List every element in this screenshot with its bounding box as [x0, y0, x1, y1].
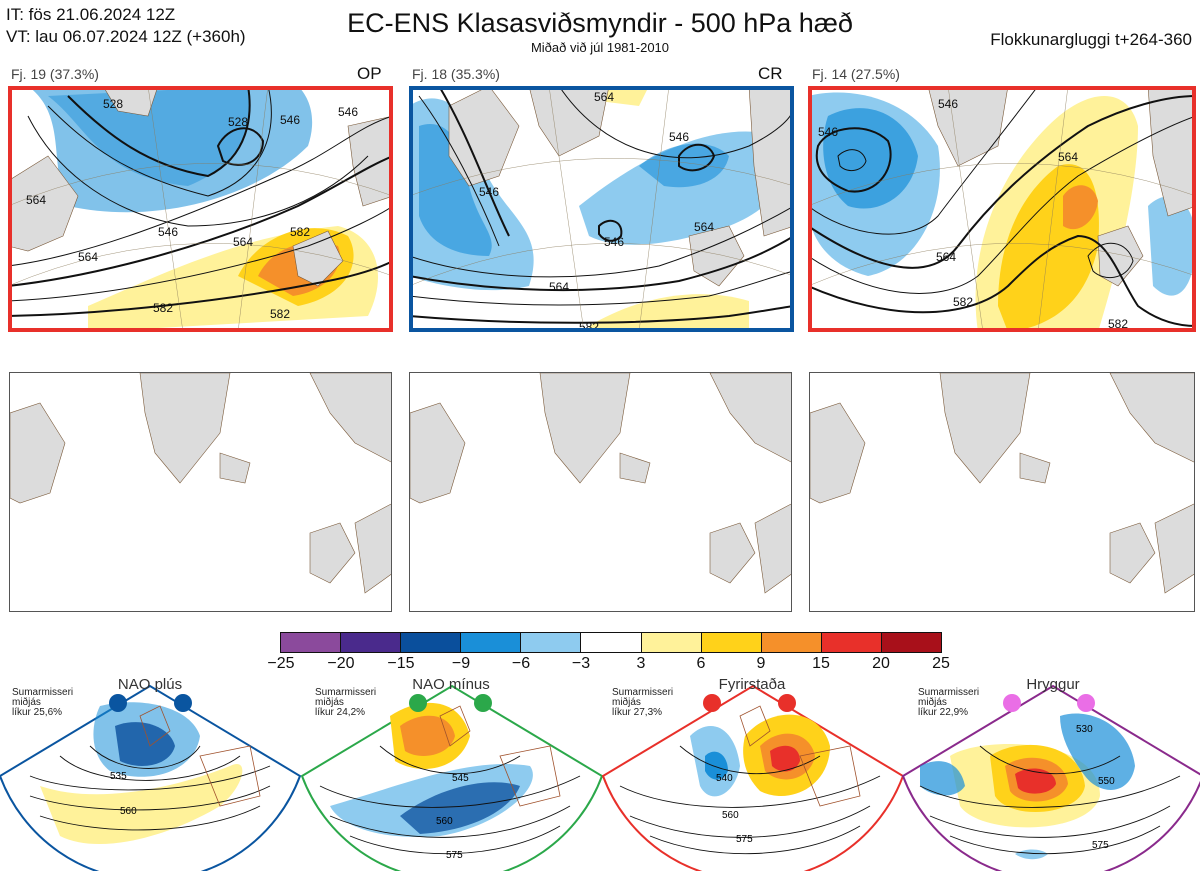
colorbar-swatch	[401, 633, 462, 652]
cluster-3-contour-label: 582	[953, 295, 973, 309]
regime-2-map: 545 560 575	[300, 684, 604, 876]
regime-1-dot	[109, 694, 127, 712]
cluster-1-contour-label: 546	[338, 105, 358, 119]
regime-4-info: Sumarmisseri miðjás líkur 22,9%	[918, 687, 980, 718]
cluster-2-contour-label: 546	[669, 130, 689, 144]
cluster-1-contour-label: 564	[233, 235, 253, 249]
header-info: IT: fös 21.06.2024 12Z VT: lau 06.07.202…	[6, 4, 246, 48]
regime-2-dot	[474, 694, 492, 712]
empty-map-2	[409, 372, 792, 612]
colorbar	[280, 632, 942, 653]
cluster-3-contour-label: 546	[818, 125, 838, 139]
cluster-2-tag: CR	[758, 64, 783, 83]
colorbar-tick-label: 9	[756, 655, 766, 672]
colorbar-tick-label: 25	[932, 655, 950, 672]
colorbar-tick-label: −15	[387, 655, 415, 672]
colorbar-swatch	[881, 633, 942, 652]
regime-3-contour-label: 560	[722, 810, 739, 821]
regime-2-dot	[409, 694, 427, 712]
colorbar-tick-label: −20	[327, 655, 355, 672]
colorbar-tick-label: 3	[636, 655, 646, 672]
colorbar-swatch	[821, 633, 882, 652]
cluster-2-label: Fj. 18 (35.3%)	[412, 66, 500, 82]
colorbar-tick-label: −3	[571, 655, 591, 672]
colorbar-swatch	[341, 633, 402, 652]
colorbar-swatch	[701, 633, 762, 652]
regime-3-name: Fyrirstaða	[718, 676, 786, 693]
valid-time: VT: lau 06.07.2024 12Z (+360h)	[6, 27, 246, 46]
empty-map-1	[9, 372, 392, 612]
colorbar-tick-label: −25	[267, 655, 295, 672]
colorbar-tick-label: −9	[451, 655, 471, 672]
cluster-2-contour-label: 564	[594, 90, 614, 104]
regime-4-contour-label: 550	[1098, 776, 1115, 787]
cluster-2-contour-label: 546	[604, 235, 624, 249]
regime-2-info: Sumarmisseri miðjás líkur 24,2%	[315, 687, 377, 718]
cluster-1-contour-label: 564	[78, 250, 98, 264]
colorbar-swatch	[581, 633, 642, 652]
cluster-2-contour-label: 564	[694, 220, 714, 234]
cluster-2-contour-label: 546	[479, 185, 499, 199]
regime-3-map: 540 560 575	[601, 684, 905, 876]
cluster-1-contour-label: 564	[26, 193, 46, 207]
cluster-2-contour-label: 564	[549, 280, 569, 294]
cluster-2-map: 564 546 546 546 564 564 582	[409, 86, 794, 332]
colorbar-swatch	[521, 633, 582, 652]
cluster-1-contour-label: 528	[103, 97, 123, 111]
cluster-3-contour-label: 564	[936, 250, 956, 264]
regime-3-dot	[778, 694, 796, 712]
regime-4-name: Hryggur	[1026, 676, 1080, 693]
cluster-1-contour-label: 546	[158, 225, 178, 239]
regime-4-contour-label: 530	[1076, 724, 1093, 735]
colorbar-tick-label: 20	[872, 655, 890, 672]
cluster-3-contour-label: 546	[938, 97, 958, 111]
colorbar-tick-label: 6	[696, 655, 706, 672]
cluster-1-map: 564 546 528 528 546 564 546 564 582 582 …	[8, 86, 393, 332]
cluster-1-contour-label: 528	[228, 115, 248, 129]
cluster-1-contour-label: 546	[280, 113, 300, 127]
regime-3-contour-label: 540	[716, 773, 733, 784]
colorbar-swatch	[461, 633, 522, 652]
regime-4-dot	[1077, 694, 1095, 712]
regime-4-dot	[1003, 694, 1021, 712]
regime-1-contour-label: 535	[110, 771, 127, 782]
regime-3-info: Sumarmisseri miðjás líkur 27,3%	[612, 687, 674, 718]
page-subtitle: Miðað við júl 1981-2010	[530, 40, 670, 55]
regime-3-dot	[703, 694, 721, 712]
colorbar-swatch	[281, 633, 342, 652]
regime-row: 535 560 545 560 575	[0, 676, 1200, 876]
regime-1-map: 535 560	[0, 684, 302, 876]
colorbar-swatch	[641, 633, 702, 652]
regime-1-name: NAO plús	[117, 676, 183, 693]
colorbar-tick-label: −6	[511, 655, 531, 672]
regime-3-contour-label: 575	[736, 834, 753, 845]
cluster-1-frame	[8, 86, 393, 332]
cluster-1-contour-label: 582	[153, 301, 173, 315]
regime-2-contour-label: 575	[446, 850, 463, 861]
cluster-1-contour-label: 582	[290, 225, 310, 239]
cluster-3-label: Fj. 14 (27.5%)	[812, 66, 900, 82]
regime-4-map: 530 550 575	[901, 684, 1200, 876]
page-title: EC-ENS Klasasviðsmyndir - 500 hPa hæð	[347, 8, 853, 38]
regime-2-name: NAO mínus	[412, 676, 490, 693]
empty-map-3	[809, 372, 1195, 612]
cluster-3-contour-label: 564	[1058, 150, 1078, 164]
regime-1-contour-label: 560	[120, 806, 137, 817]
cluster-3-map: 546 546 564 564 582 582	[808, 86, 1196, 332]
colorbar-swatch	[761, 633, 822, 652]
regime-1-dot	[174, 694, 192, 712]
regime-2-contour-label: 545	[452, 773, 469, 784]
cluster-1-label: Fj. 19 (37.3%)	[11, 66, 99, 82]
regime-2-contour-label: 560	[436, 816, 453, 827]
cluster-1-tag: OP	[357, 64, 382, 83]
cluster-3-contour-label: 582	[1108, 317, 1128, 331]
init-time: IT: fös 21.06.2024 12Z	[6, 5, 176, 24]
cluster-3-frame	[808, 86, 1196, 332]
cluster-1-contour-label: 582	[270, 307, 290, 321]
cluster-2-frame	[409, 86, 794, 332]
window-label: Flokkunargluggi t+264-360	[990, 30, 1192, 49]
regime-4-contour-label: 575	[1092, 840, 1109, 851]
regime-1-info: Sumarmisseri miðjás líkur 25,6%	[12, 687, 74, 718]
colorbar-tick-label: 15	[812, 655, 830, 672]
